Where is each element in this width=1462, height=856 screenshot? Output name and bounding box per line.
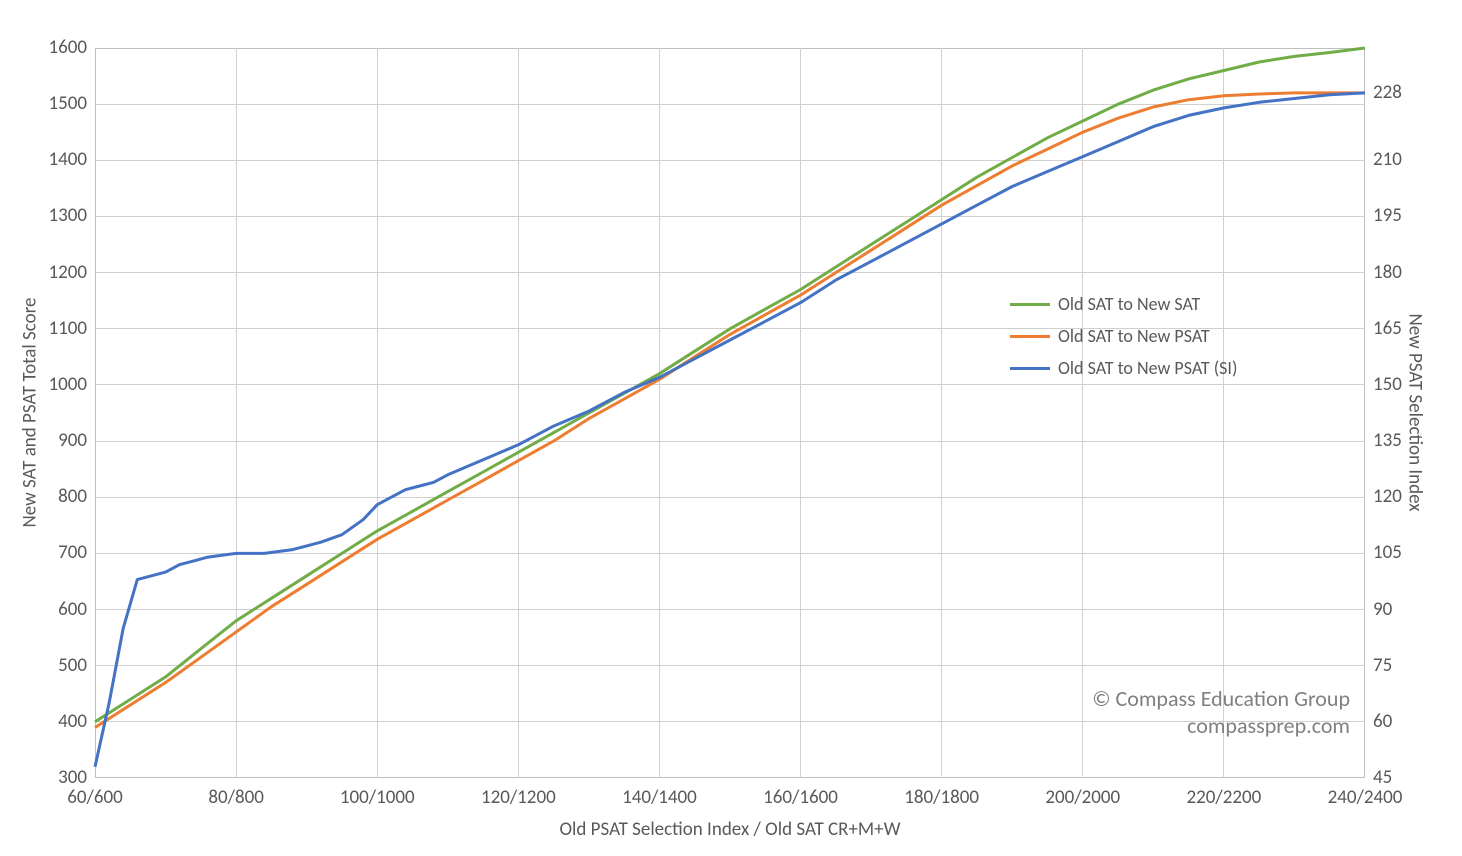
copyright-line2: compassprep.com [1092, 712, 1350, 739]
copyright-text: © Compass Education Groupcompassprep.com [1092, 685, 1350, 739]
legend-label: Old SAT to New PSAT (SI) [1058, 357, 1237, 379]
copyright-line1: © Compass Education Group [1092, 685, 1350, 712]
legend-color-swatch [1010, 303, 1050, 306]
legend-color-swatch [1010, 367, 1050, 370]
legend-label: Old SAT to New SAT [1058, 293, 1200, 315]
legend-label: Old SAT to New PSAT [1058, 325, 1210, 347]
legend-item: Old SAT to New PSAT [1010, 320, 1237, 352]
series-line-0 [95, 48, 1365, 722]
series-line-1 [95, 93, 1365, 728]
series-line-2 [95, 93, 1365, 767]
legend-item: Old SAT to New SAT [1010, 288, 1237, 320]
legend: Old SAT to New SAT Old SAT to New PSAT Old… [1010, 288, 1237, 384]
legend-item: Old SAT to New PSAT (SI) [1010, 352, 1237, 384]
legend-color-swatch [1010, 335, 1050, 338]
